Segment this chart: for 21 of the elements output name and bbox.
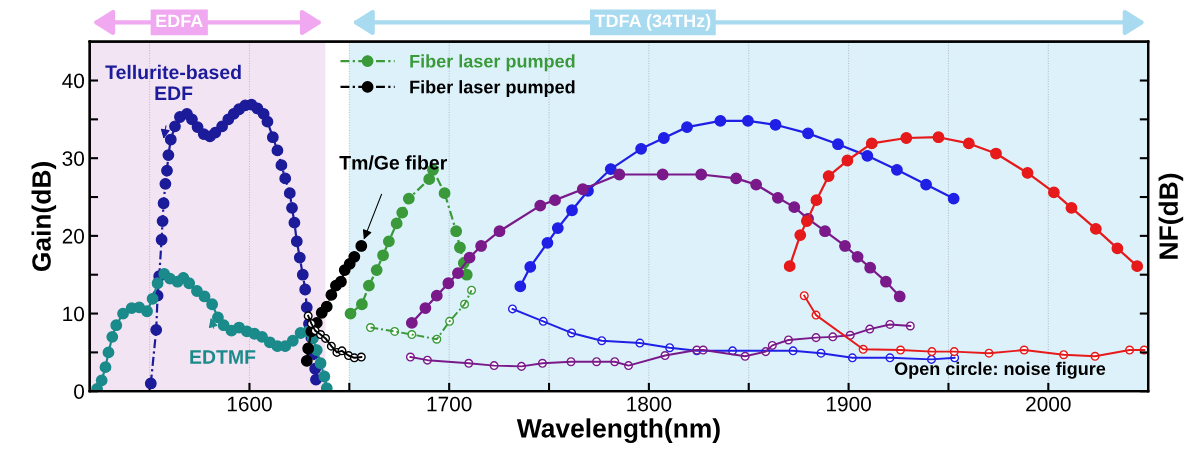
x-tick-label: 1900 xyxy=(827,396,871,412)
y-tick-label: 10 xyxy=(63,306,85,322)
x-tick-label: 1700 xyxy=(427,396,472,412)
band-label: EDFA xyxy=(156,14,203,28)
y2-axis-title: NF(dB) xyxy=(1158,173,1184,259)
y-tick-label: 20 xyxy=(62,228,85,244)
x-axis-title: Wavelength(nm) xyxy=(516,418,720,444)
annotation: Tm/Ge fiber xyxy=(339,155,447,170)
annotation: EDTMF xyxy=(190,350,256,364)
y-tick-label: 0 xyxy=(74,384,85,399)
annotation: Tellurite-based EDF xyxy=(105,64,241,100)
band-label: TDFA (34THz) xyxy=(594,14,711,31)
y-tick-label: 40 xyxy=(62,73,85,89)
legend-label: Fiber laser pumped xyxy=(410,80,575,97)
legend-label: Fiber laser pumped xyxy=(410,54,575,72)
x-tick-label: 1800 xyxy=(627,396,672,412)
y-axis-title: Gain(dB) xyxy=(31,162,57,272)
x-tick-label: 2000 xyxy=(1026,396,1071,412)
x-tick-label: 1600 xyxy=(227,396,272,412)
y-tick-label: 30 xyxy=(62,151,85,166)
annotation: Open circle: noise figure xyxy=(894,361,1106,379)
